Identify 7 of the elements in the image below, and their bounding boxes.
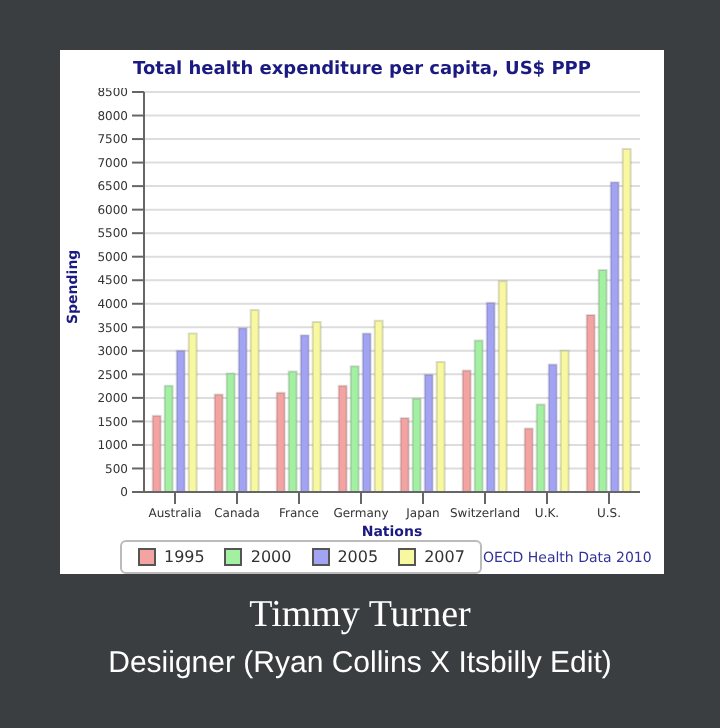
legend-label: 2000 (248, 548, 292, 566)
legend-label: 2007 (422, 548, 465, 566)
legend-label: 1995 (162, 548, 205, 566)
text: Timmy Turner (247, 594, 473, 638)
text: Desiigner (Ryan Collins X Itsbilly Edit) (106, 646, 614, 680)
legend-label: 2005 (335, 548, 379, 566)
chart-title: Total health expenditure per capita, US$ PPP (131, 58, 593, 84)
